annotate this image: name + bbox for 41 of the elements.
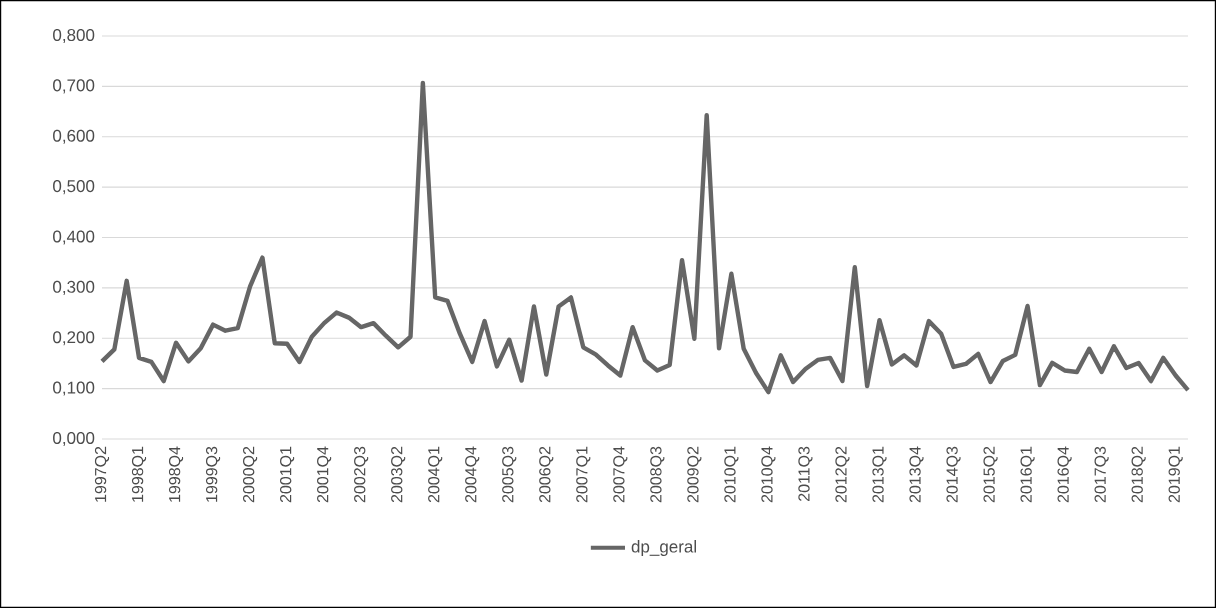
y-tick-label: 0,000: [53, 431, 95, 446]
y-tick-label: 0,600: [53, 129, 95, 144]
line-series: [99, 80, 1191, 395]
x-tick-label: 2012Q2: [835, 446, 850, 503]
x-tick-label: 2004Q1: [428, 446, 443, 503]
x-tick-label: 2013Q4: [909, 446, 924, 503]
x-tick-label: 2010Q4: [761, 446, 776, 503]
y-tick-label: 0,200: [53, 331, 95, 346]
x-tick-label: 2007Q4: [613, 446, 628, 503]
x-tick-label: 2008Q3: [650, 446, 665, 503]
y-tick-label: 0,700: [53, 79, 95, 94]
x-tick-label: 2019Q1: [1168, 446, 1183, 503]
x-tick-label: 2001Q4: [317, 446, 332, 503]
y-tick-label: 0,400: [53, 230, 95, 245]
x-tick-label: 2010Q1: [724, 446, 739, 503]
x-tick-label: 2000Q2: [243, 446, 258, 503]
x-tick-label: 2005Q3: [502, 446, 517, 503]
x-tick-label: 1999Q3: [205, 446, 221, 502]
x-tick-label: 2011Q3: [798, 446, 813, 501]
x-tick-label: 2002Q3: [354, 446, 369, 503]
y-tick-label: 0,300: [53, 280, 95, 295]
x-tick-label: 2017Q3: [1094, 446, 1109, 503]
x-tick-label: 2006Q2: [539, 446, 554, 503]
x-tick-label: 2003Q2: [391, 446, 406, 503]
x-tick-label: 2014Q3: [946, 446, 961, 503]
x-tick-label: 2016Q1: [1020, 446, 1035, 503]
x-tick-label: 2013Q1: [872, 446, 887, 503]
x-tick-label: 2004Q4: [465, 446, 480, 503]
x-tick-label: 2009Q2: [687, 446, 702, 503]
x-tick-label: 1998Q1: [131, 446, 147, 502]
x-tick-label: 2001Q1: [280, 446, 295, 503]
legend-label: dp_geral: [631, 540, 696, 556]
x-tick-label: 1998Q4: [168, 446, 184, 502]
x-tick-label: 2018Q2: [1131, 446, 1146, 503]
x-tick-label: 2015Q2: [983, 446, 998, 503]
x-tick-label: 1997Q2: [94, 446, 110, 502]
y-tick-label: 0,800: [53, 29, 95, 44]
x-tick-label: 2016Q4: [1057, 446, 1072, 503]
y-tick-label: 0,100: [53, 381, 95, 396]
x-tick-label: 2007Q1: [576, 446, 591, 503]
y-tick-label: 0,500: [53, 180, 95, 195]
